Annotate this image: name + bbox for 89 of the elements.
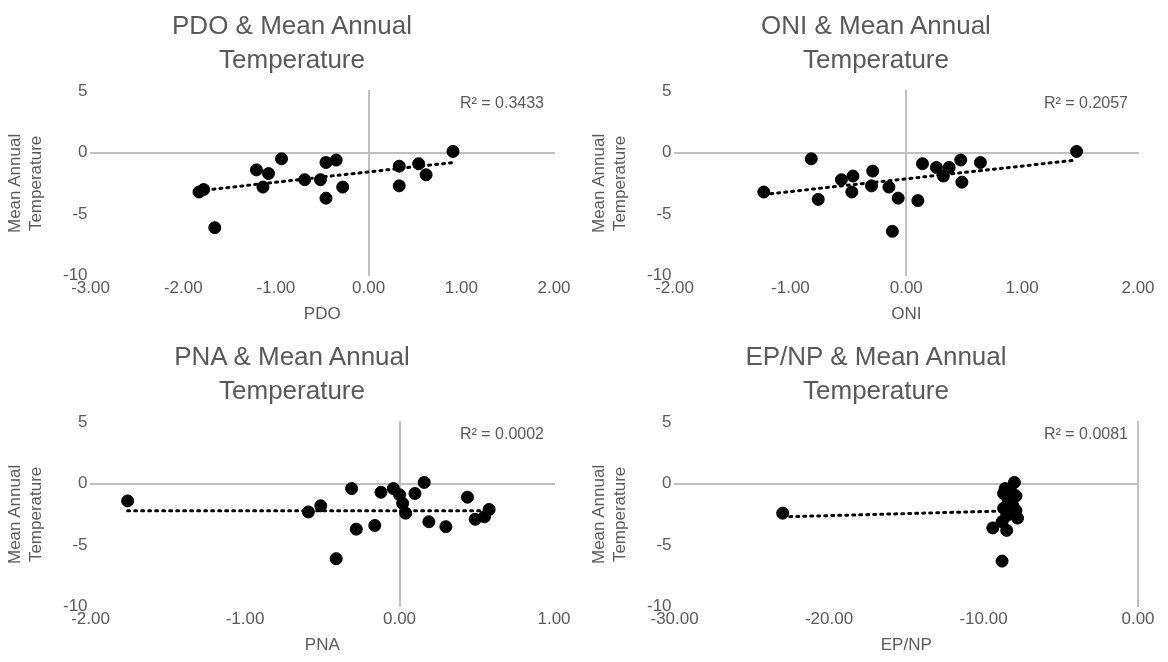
x-tick-label: -20.00 [804,609,854,629]
point [846,169,860,183]
point [866,164,880,178]
point [329,552,343,566]
point [208,221,222,235]
x-tick-label: -10.00 [959,609,1008,629]
x-axis-title: PDO [303,303,341,323]
chart-title: ONI & Mean Annual Temperature [760,9,992,76]
point [911,194,925,208]
point [973,156,987,169]
point [955,175,969,189]
point [345,482,359,496]
point [368,518,382,532]
point [954,153,968,167]
annotation: R² = 0.3433 [459,93,545,111]
point [439,520,453,534]
chart-title: PNA & Mean Annual Temperature [173,340,411,407]
y-axis-title: Mean Annual Temperature [589,464,630,565]
point [419,168,433,182]
point [845,185,859,199]
point [891,191,905,205]
point [249,163,263,177]
x-tick-label: -2.00 [163,278,203,298]
point [1007,475,1021,489]
x-tick-label: 0.00 [889,278,923,298]
point [392,179,406,193]
x-tick-label: 0.00 [382,609,417,629]
point [482,502,496,516]
x-tick-label: -1.00 [225,609,265,629]
point [417,475,431,489]
y-axis-title: Mean Annual Temperature [589,133,630,234]
y-axis-title: Mean Annual Temperature [5,133,46,234]
y-tick-label: -5 [656,203,672,223]
y-tick-label: 0 [662,142,672,162]
point [319,156,333,169]
point [811,192,825,206]
point [804,152,818,166]
point [319,191,333,205]
y-tick-label: 5 [662,411,672,431]
annotation: R² = 0.0081 [1043,424,1129,442]
x-tick-label: 2.00 [1121,278,1155,298]
point [408,487,422,500]
y-tick-label: 5 [662,80,672,100]
point [916,157,930,171]
point [262,167,276,181]
point [834,173,848,187]
chart-title: PDO & Mean Annual Temperature [171,9,413,76]
point [757,185,771,199]
point [995,554,1009,568]
point [460,490,474,504]
point [275,152,288,166]
y-tick-label: -5 [656,534,672,554]
point [446,144,460,158]
point [121,494,135,508]
point [885,224,899,238]
x-axis-title: PNA [304,634,341,654]
x-axis-title: EP/NP [880,634,932,654]
x-tick-label: 1.00 [1005,278,1039,298]
x-tick-label: -1.00 [256,278,296,298]
point [942,160,956,174]
y-tick-label: -5 [72,203,88,223]
point [882,180,896,194]
annotation: R² = 0.2057 [1043,93,1129,111]
x-tick-label: -1.00 [771,278,810,298]
x-tick-label: 1.00 [444,278,478,298]
y-tick-label: 0 [78,142,88,162]
x-tick-label: 0.00 [352,278,386,298]
point [929,160,943,174]
x-tick-label: 1.00 [537,609,571,629]
point [422,515,436,529]
point [329,153,343,167]
point [396,496,410,510]
y-tick-label: -5 [72,534,88,554]
y-tick-label: 0 [78,473,88,493]
point [986,521,1000,535]
y-tick-label: 5 [78,411,88,431]
x-tick-label: 0.00 [1121,609,1155,629]
point [349,522,363,536]
chart-title: EP/NP & Mean Annual Temperature [744,340,1008,407]
point [1070,144,1084,158]
y-tick-label: 5 [78,80,88,100]
point [776,506,790,520]
annotation: R² = 0.0002 [459,424,545,442]
y-axis-title: Mean Annual Temperature [5,464,46,565]
y-tick-label: 0 [662,473,672,493]
x-axis-title: ONI [891,303,922,323]
point [336,180,350,194]
point [374,485,388,499]
x-tick-label: 2.00 [537,278,571,298]
